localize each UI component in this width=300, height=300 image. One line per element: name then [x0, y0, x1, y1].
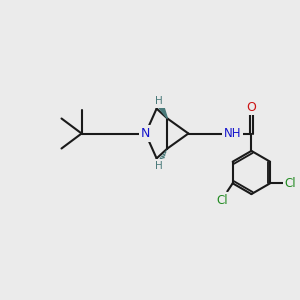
Text: NH: NH [224, 127, 241, 140]
Polygon shape [158, 105, 167, 118]
Text: Cl: Cl [285, 177, 296, 190]
Text: Cl: Cl [216, 194, 228, 207]
Text: H: H [155, 161, 163, 171]
Text: O: O [247, 100, 256, 114]
Text: N: N [141, 127, 150, 140]
Text: H: H [155, 96, 163, 106]
